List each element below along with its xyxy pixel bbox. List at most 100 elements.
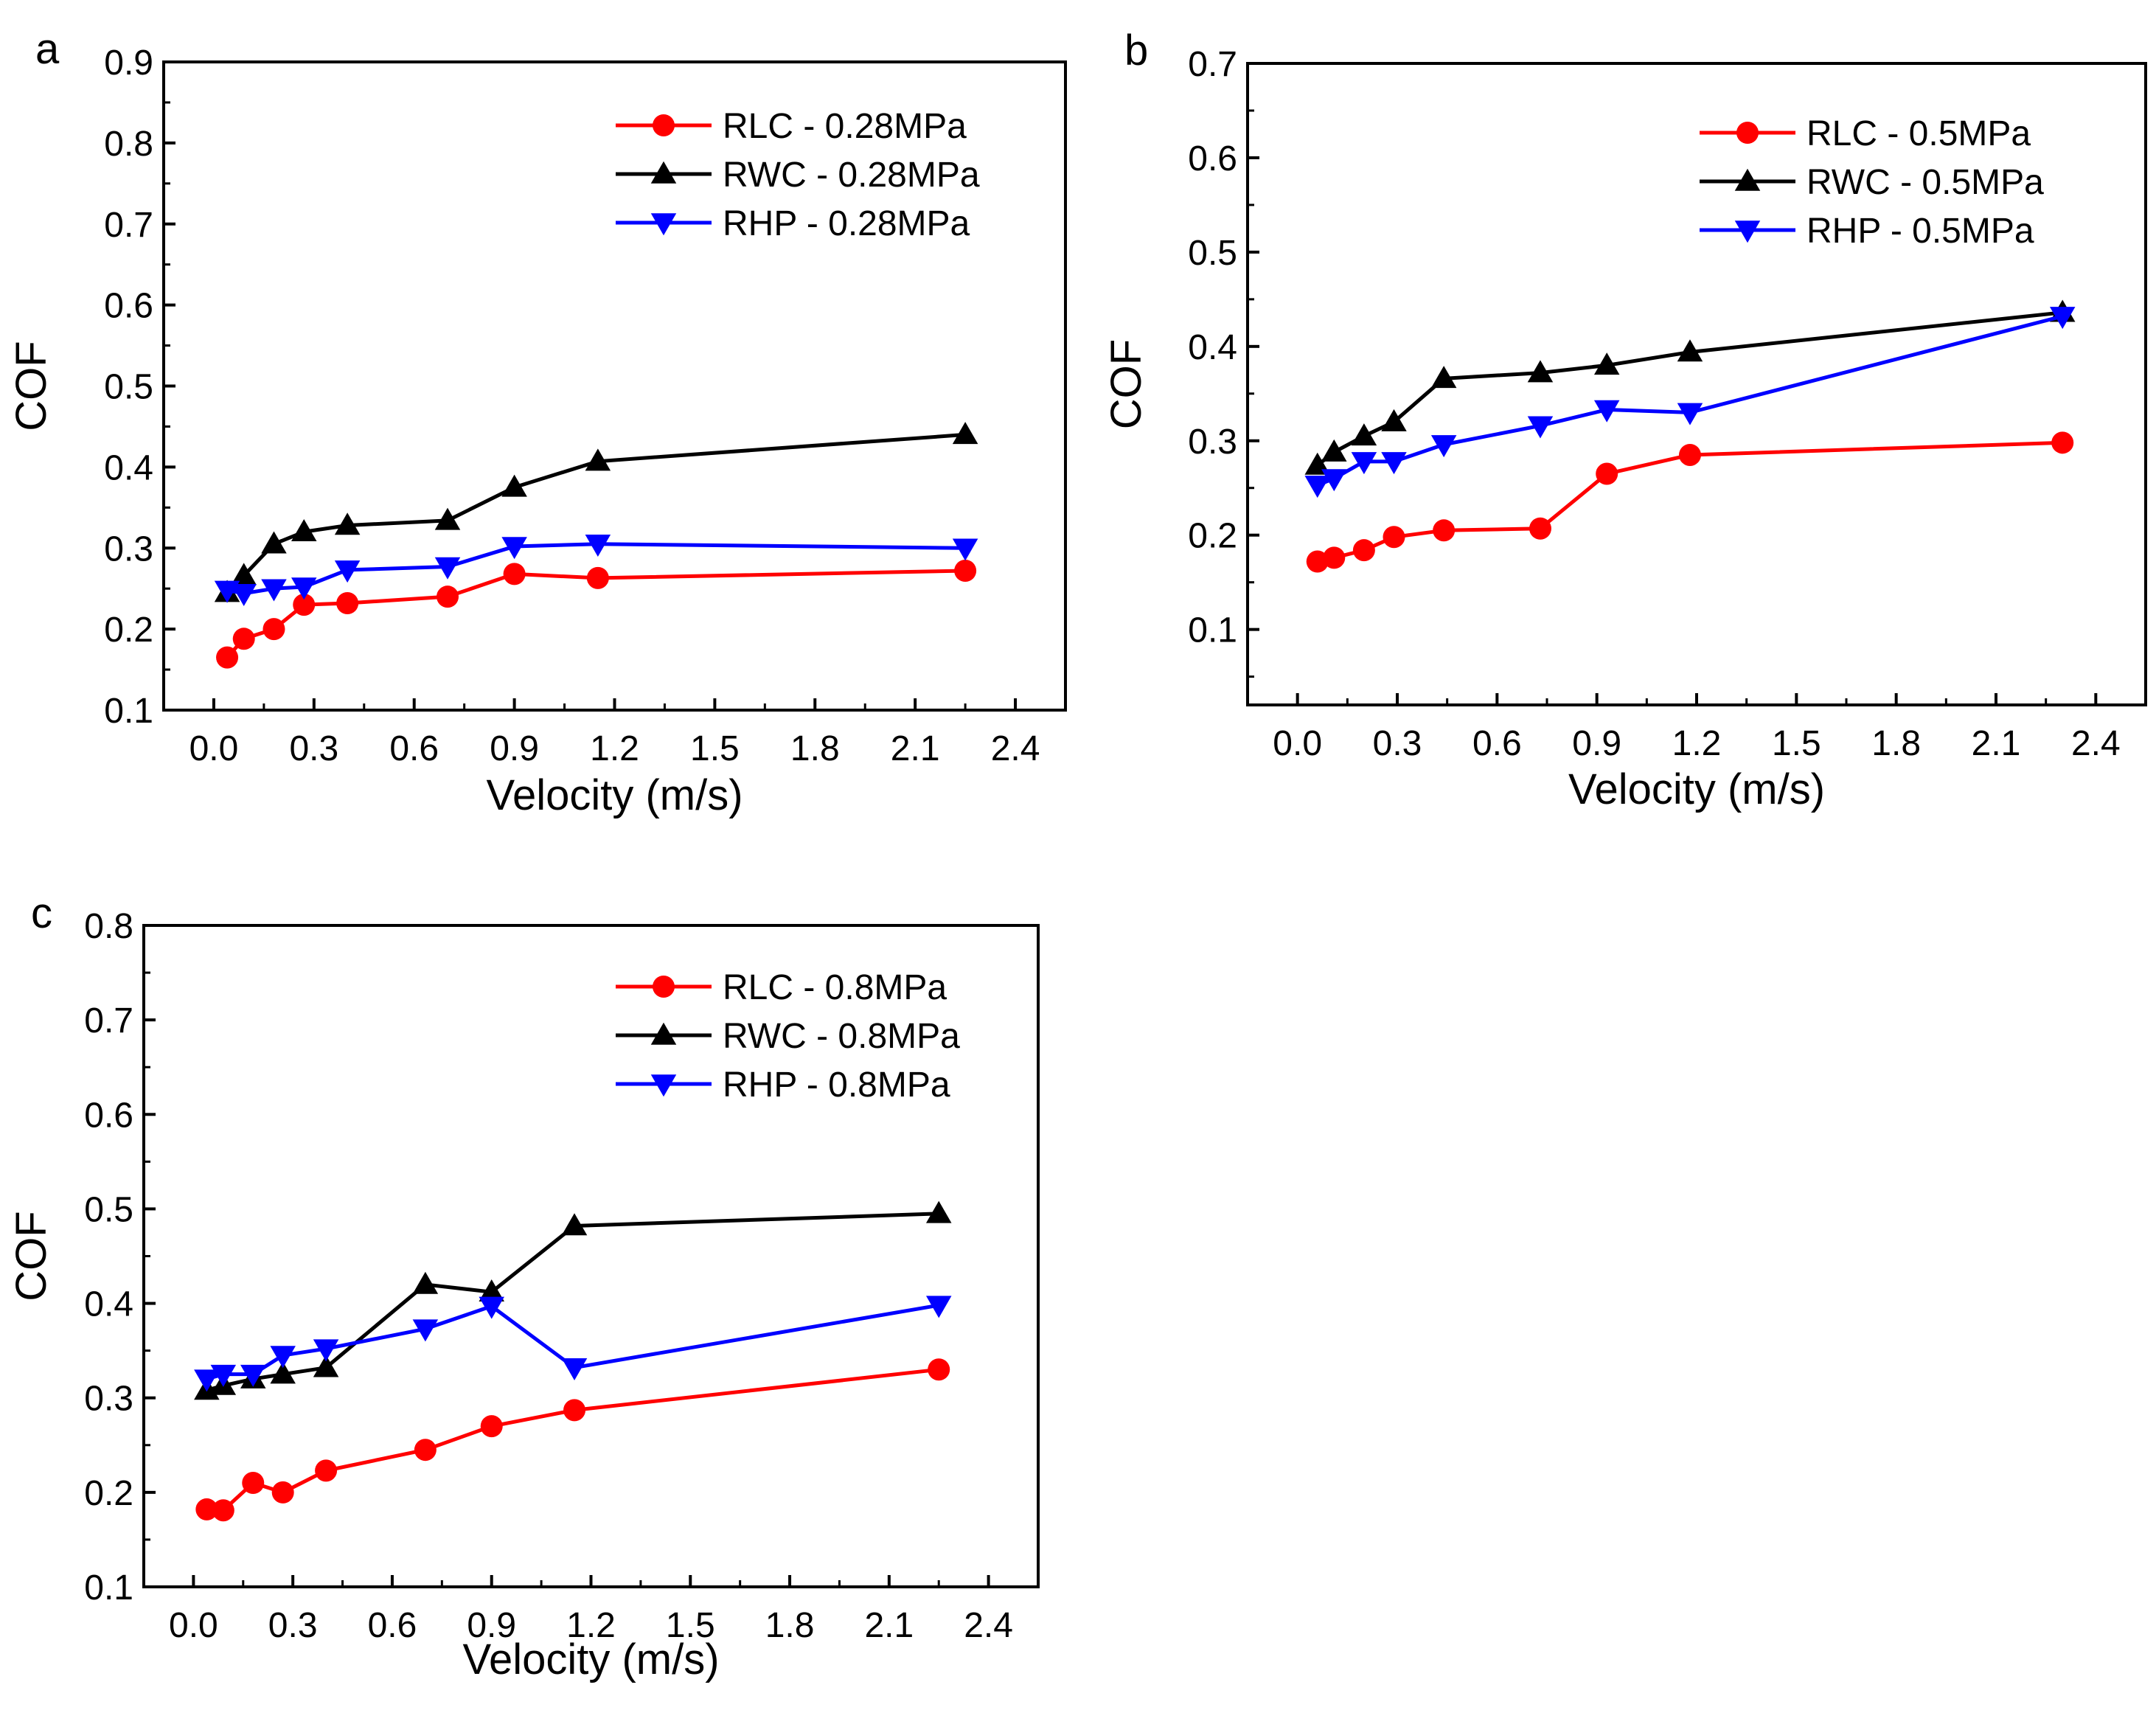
data-point <box>954 560 977 583</box>
series-RLC - 0.28MPa <box>216 560 977 669</box>
y-tick-label: 0.3 <box>104 529 153 569</box>
x-axis-title: Velocity (m/s) <box>462 1636 719 1683</box>
y-tick-label: 0.9 <box>104 44 153 83</box>
legend-item: RHP - 0.5MPa <box>1700 212 2034 251</box>
x-tick-label: 0.6 <box>1472 724 1522 763</box>
x-tick-label: 0.9 <box>1572 724 1621 763</box>
panel-c: c 0.0 0.3 0.6 0.9 1.2 1.5 1.8 2.1 2.4 0.1 0.2 0.3 0.4… <box>7 889 1040 1683</box>
y-tick-label: 0.2 <box>1188 517 1237 556</box>
legend-item: RHP - 0.28MPa <box>616 204 970 243</box>
legend-label: RWC - 0.8MPa <box>723 1017 960 1056</box>
y-tick-label: 0.5 <box>104 368 153 407</box>
data-point <box>334 512 361 535</box>
x-tick-label: 2.4 <box>991 729 1040 768</box>
legend-item: RHP - 0.8MPa <box>616 1066 950 1105</box>
data-point <box>291 577 317 600</box>
data-point <box>479 1296 504 1319</box>
x-tick-label: 0.3 <box>289 729 338 768</box>
data-point <box>1596 462 1618 485</box>
legend-label: RLC - 0.8MPa <box>723 968 947 1007</box>
data-point <box>501 537 527 560</box>
data-point <box>1678 443 1701 466</box>
x-tick-label: 1.5 <box>690 729 740 768</box>
data-point <box>561 1213 588 1236</box>
data-point <box>1593 352 1620 375</box>
legend-item: RWC - 0.8MPa <box>616 1017 960 1056</box>
data-point <box>414 1439 437 1462</box>
x-tick-label: 2.1 <box>864 1606 914 1645</box>
y-tick-label: 0.7 <box>104 206 153 245</box>
panel-letter: a <box>35 25 60 73</box>
data-point <box>1306 550 1329 573</box>
y-tick-label: 0.1 <box>1188 611 1237 650</box>
data-point <box>334 560 361 583</box>
data-point <box>503 563 526 585</box>
data-point <box>291 519 317 542</box>
data-point <box>434 507 461 530</box>
data-point <box>1381 409 1407 431</box>
y-tick-label: 0.8 <box>104 125 153 164</box>
x-tick-label: 1.8 <box>1871 724 1921 763</box>
legend-marker <box>650 161 677 184</box>
legend-marker <box>653 976 675 998</box>
data-point <box>1381 452 1407 475</box>
data-point <box>313 1339 339 1362</box>
data-point <box>2049 307 2076 330</box>
data-point <box>2051 431 2074 454</box>
data-point <box>585 535 611 557</box>
series-RLC - 0.8MPa <box>195 1358 950 1522</box>
legend-label: RLC - 0.5MPa <box>1806 114 2031 153</box>
x-tick-label: 0.3 <box>268 1606 318 1645</box>
y-axis-title: COF <box>7 341 55 431</box>
x-axis-title: Velocity (m/s) <box>1568 765 1825 813</box>
legend-marker <box>650 213 677 236</box>
x-tick-label: 1.2 <box>1672 724 1722 763</box>
x-tick-label: 0.9 <box>490 729 539 768</box>
y-axis-title: COF <box>1102 339 1150 429</box>
data-point <box>240 1364 266 1387</box>
data-point <box>271 1481 294 1504</box>
series-RWC - 0.28MPa <box>214 422 978 602</box>
x-tick-label: 2.1 <box>1972 724 2021 763</box>
y-axis-title: COF <box>7 1211 55 1301</box>
legend-item: RLC - 0.28MPa <box>616 107 967 146</box>
x-tick-label: 0.9 <box>467 1606 516 1645</box>
data-point <box>479 1279 504 1301</box>
data-point <box>1529 517 1551 540</box>
y-tick-label: 0.4 <box>84 1285 133 1324</box>
y-tick-label: 0.3 <box>1188 423 1237 462</box>
data-point <box>1351 452 1377 475</box>
data-point <box>231 563 257 585</box>
panel-letter: b <box>1124 27 1148 74</box>
data-point <box>1304 476 1330 498</box>
x-tick-label: 0.3 <box>1373 724 1422 763</box>
legend-marker <box>1734 220 1761 243</box>
data-point <box>270 1361 296 1384</box>
legend-marker <box>650 1022 677 1045</box>
x-tick-label: 0.6 <box>368 1606 417 1645</box>
data-point <box>1433 519 1456 542</box>
data-point <box>262 618 285 641</box>
data-point <box>216 646 239 669</box>
legend-item: RWC - 0.28MPa <box>616 156 980 195</box>
data-point <box>1321 469 1347 492</box>
y-tick-label: 0.1 <box>84 1568 133 1608</box>
data-point <box>1677 403 1703 425</box>
x-tick-label: 2.4 <box>2071 724 2121 763</box>
series-line <box>1316 310 2063 467</box>
data-point <box>270 1346 296 1369</box>
data-point <box>925 1296 952 1318</box>
legend-marker <box>1734 168 1761 191</box>
data-point <box>561 1358 588 1380</box>
data-point <box>1527 360 1554 383</box>
y-tick-label: 0.6 <box>1188 139 1237 178</box>
data-point <box>231 584 257 607</box>
data-point <box>501 474 527 497</box>
y-tick-label: 0.7 <box>1188 45 1237 84</box>
legend-label: RHP - 0.5MPa <box>1806 212 2034 251</box>
data-point <box>210 1364 237 1387</box>
legend-label: RWC - 0.28MPa <box>723 156 980 195</box>
y-tick-label: 0.7 <box>84 1001 133 1040</box>
data-point <box>195 1498 218 1520</box>
data-point <box>412 1271 439 1294</box>
